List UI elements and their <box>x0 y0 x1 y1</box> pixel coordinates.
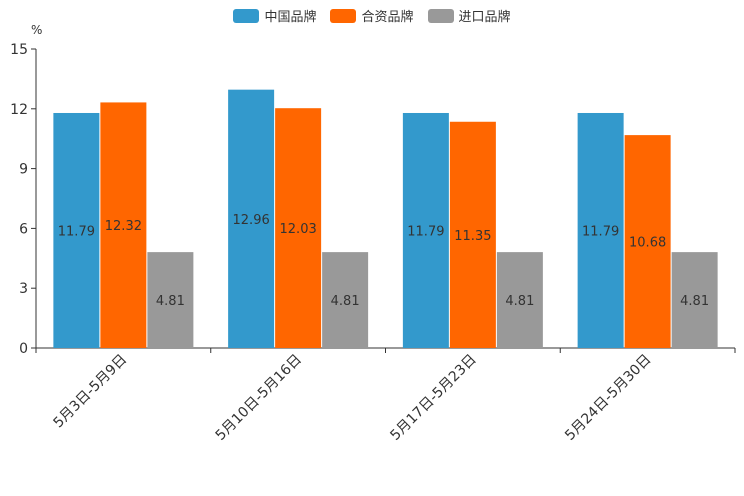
bar-data-label: 11.79 <box>582 224 619 239</box>
legend-swatch-import-brand <box>427 8 454 23</box>
bar-china-brand[interactable] <box>228 89 275 348</box>
x-category-label: 5月24日-5月30日 <box>562 352 654 444</box>
y-tick-label: 9 <box>19 162 28 178</box>
bar-data-label: 12.32 <box>105 219 142 234</box>
legend-label-import-brand: 进口品牌 <box>458 10 511 25</box>
bar-china-brand[interactable] <box>53 112 100 349</box>
bar-data-label: 4.81 <box>505 294 534 309</box>
legend-label-joint-venture-brand: 合资品牌 <box>361 10 414 25</box>
chart-legend: 中国品牌 合资品牌 进口品牌 <box>0 6 744 25</box>
x-category-label: 5月10日-5月16日 <box>213 352 305 444</box>
bar-data-label: 12.03 <box>280 222 317 237</box>
legend-label-china-brand: 中国品牌 <box>264 10 317 25</box>
bar-data-label: 11.35 <box>454 229 491 244</box>
legend-swatch-china-brand <box>233 8 260 23</box>
y-tick-label: 6 <box>19 221 28 237</box>
bar-data-label: 4.81 <box>156 294 185 309</box>
legend-item-china-brand[interactable]: 中国品牌 <box>233 6 316 25</box>
y-tick-label: 3 <box>19 281 28 297</box>
bar-china-brand[interactable] <box>402 112 449 349</box>
y-tick-label: 12 <box>10 102 28 118</box>
y-tick-label: 0 <box>19 341 28 357</box>
bar-joint-venture-brand[interactable] <box>100 102 147 349</box>
x-category-label: 5月3日-5月9日 <box>51 352 131 432</box>
y-tick-label: 15 <box>10 42 28 58</box>
legend-item-joint-venture-brand[interactable]: 合资品牌 <box>330 6 414 25</box>
bar-data-label: 11.79 <box>407 224 444 239</box>
bar-import-brand[interactable] <box>322 252 369 348</box>
bar-data-label: 4.81 <box>680 294 709 309</box>
bar-import-brand[interactable] <box>671 252 718 348</box>
bar-data-label: 10.68 <box>629 236 666 251</box>
bar-joint-venture-brand[interactable] <box>449 121 496 348</box>
bar-import-brand[interactable] <box>147 252 194 348</box>
bar-data-label: 12.96 <box>233 213 270 228</box>
bar-joint-venture-brand[interactable] <box>624 135 671 348</box>
legend-swatch-joint-venture-brand <box>330 8 357 23</box>
bar-joint-venture-brand[interactable] <box>275 108 322 349</box>
bar-import-brand[interactable] <box>496 252 543 348</box>
x-category-label: 5月17日-5月23日 <box>387 352 479 444</box>
legend-item-import-brand[interactable]: 进口品牌 <box>427 6 511 25</box>
bar-china-brand[interactable] <box>577 112 624 349</box>
bar-data-label: 4.81 <box>331 294 360 309</box>
bar-data-label: 11.79 <box>58 224 95 239</box>
y-axis-unit-label: % <box>31 23 42 37</box>
